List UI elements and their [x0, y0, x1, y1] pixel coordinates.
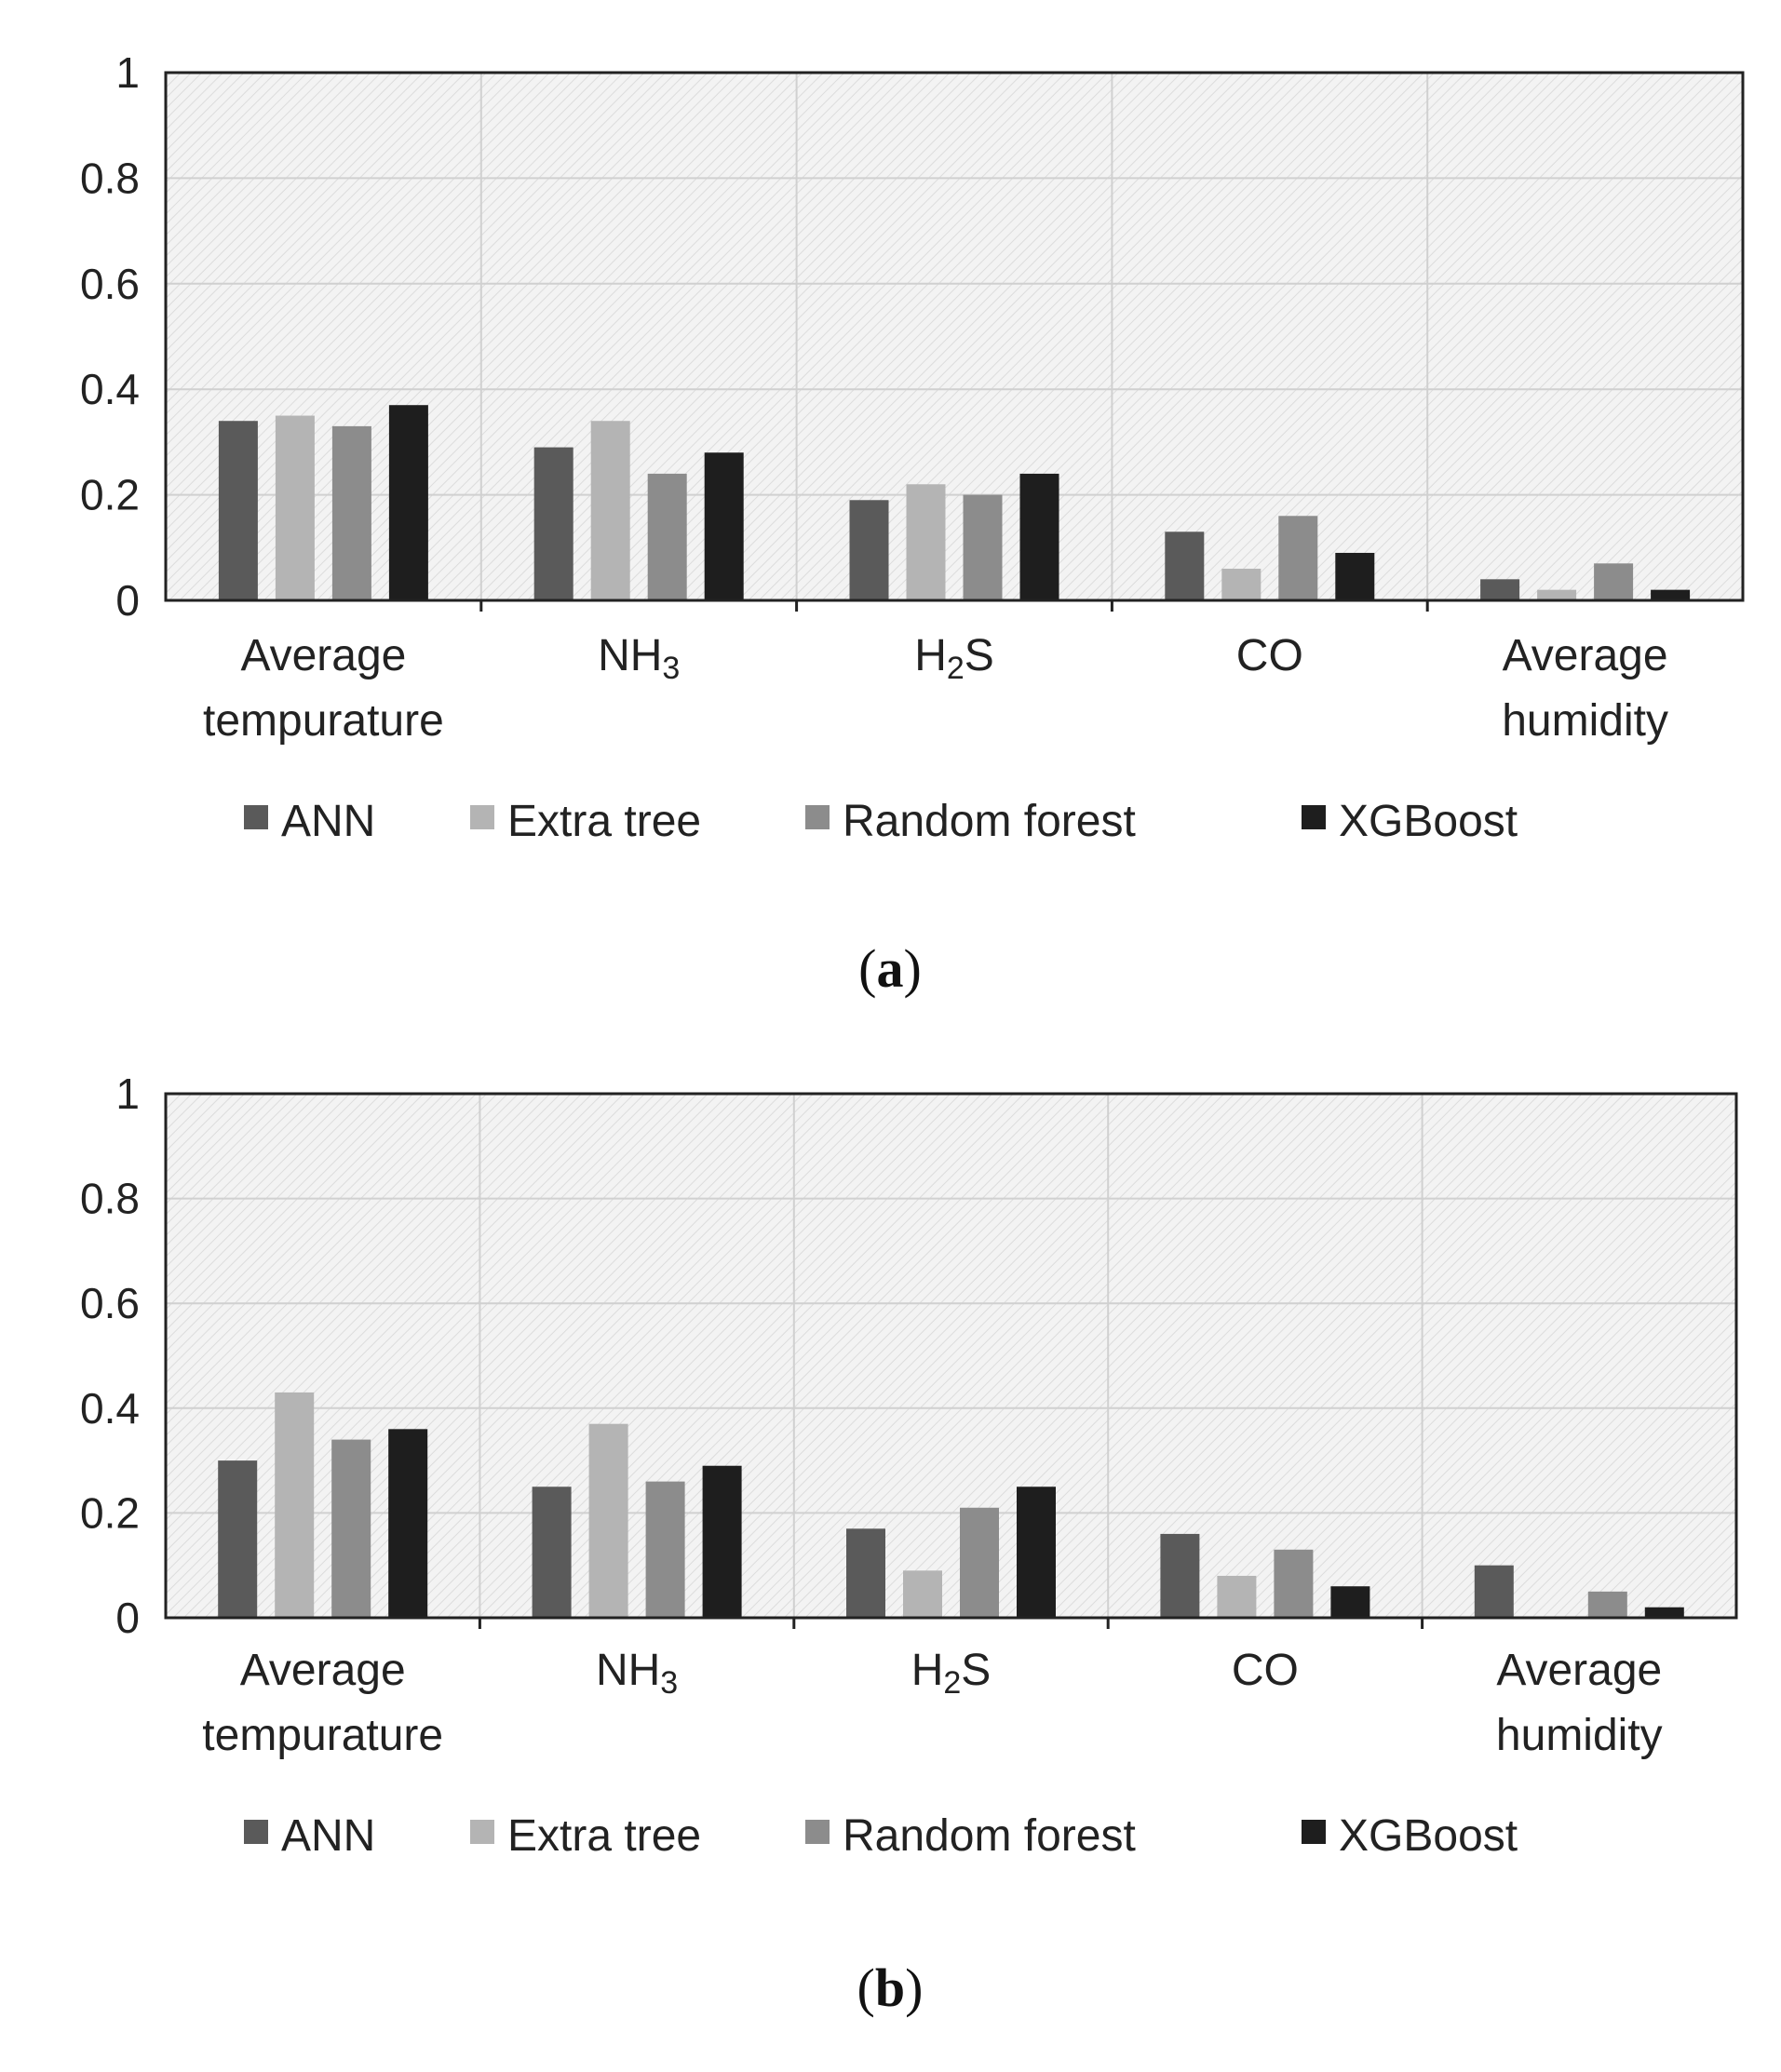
x-category-label: Average	[240, 631, 406, 680]
legend-label: Random forest	[843, 1811, 1136, 1861]
bar-xgboost-1	[702, 1465, 742, 1618]
x-category-label: humidity	[1496, 1711, 1663, 1760]
subscript: 2	[947, 651, 965, 686]
bar-xgboost-3	[1335, 552, 1375, 600]
x-category-label: tempurature	[202, 1711, 443, 1760]
panel-label: (a)	[858, 938, 922, 999]
bar-ann-3	[1165, 531, 1205, 600]
bar-random-forest-3	[1274, 1549, 1314, 1618]
bar-extra-tree-2	[903, 1570, 942, 1618]
bar-random-forest-4	[1594, 563, 1634, 600]
bar-ann-0	[218, 421, 258, 600]
y-tick-label: 0.6	[80, 260, 140, 308]
legend-label: ANN	[281, 797, 375, 846]
legend-label: XGBoost	[1339, 1811, 1518, 1861]
x-category-label: NH3	[596, 1646, 678, 1701]
bar-xgboost-0	[388, 405, 428, 600]
label-part: S	[965, 631, 994, 680]
bar-random-forest-2	[963, 494, 1003, 600]
y-tick-label: 0.8	[80, 154, 140, 202]
bar-ann-4	[1474, 1565, 1514, 1618]
chart-panel-a: 0 0.2 0.4 0.6 0.8 1 Average tempurature NH3 H2S CO…	[80, 48, 1745, 999]
x-category-label: CO	[1236, 631, 1303, 680]
bar-extra-tree-3	[1221, 568, 1262, 600]
legend-label: Extra tree	[507, 797, 701, 846]
x-category-label: H2S	[914, 631, 994, 686]
bar-extra-tree-2	[906, 484, 946, 600]
y-tick-label: 1	[115, 48, 140, 97]
bar-extra-tree-1	[588, 1423, 628, 1618]
bar-random-forest-1	[645, 1481, 685, 1618]
legend-label: XGBoost	[1339, 797, 1518, 846]
subscript: 2	[943, 1665, 961, 1701]
legend-swatch	[244, 1820, 268, 1844]
y-tick-label: 0	[115, 1594, 140, 1642]
x-category-label: CO	[1232, 1646, 1299, 1695]
y-tick-label: 0.2	[80, 471, 140, 519]
legend-label: ANN	[281, 1811, 375, 1861]
bar-extra-tree-0	[275, 1392, 315, 1618]
bar-random-forest-2	[960, 1507, 999, 1618]
bar-xgboost-4	[1651, 589, 1691, 600]
label-part: H	[911, 1646, 944, 1695]
legend-swatch	[805, 805, 830, 829]
x-category-label: humidity	[1502, 696, 1668, 746]
x-category-label: Average	[240, 1646, 406, 1695]
bar-ann-2	[849, 500, 889, 600]
bar-xgboost-2	[1017, 1487, 1056, 1618]
subscript: 3	[662, 651, 680, 686]
plot-frame	[164, 1092, 1738, 1620]
x-category-label: Average	[1503, 631, 1668, 680]
bar-ann-4	[1480, 579, 1520, 600]
bar-extra-tree-3	[1217, 1575, 1257, 1618]
y-tick-label: 0.2	[80, 1488, 140, 1537]
subscript: 3	[660, 1665, 678, 1701]
label-part: H	[914, 631, 947, 680]
label-part: S	[961, 1646, 991, 1695]
legend-swatch	[805, 1820, 830, 1844]
bar-extra-tree-4	[1537, 589, 1577, 600]
plot-frame	[164, 71, 1745, 602]
bar-ann-1	[532, 1487, 572, 1618]
bar-xgboost-3	[1330, 1586, 1370, 1618]
legend-label: Random forest	[843, 797, 1136, 846]
y-tick-label: 1	[115, 1070, 140, 1118]
y-tick-label: 0.4	[80, 1384, 140, 1433]
panel-label: (b)	[857, 1958, 924, 2018]
bar-random-forest-0	[331, 425, 371, 600]
label-part: NH	[596, 1646, 660, 1695]
legend-label: Extra tree	[507, 1811, 701, 1861]
legend-swatch	[470, 805, 494, 829]
x-category-label: NH3	[598, 631, 680, 686]
bar-ann-0	[218, 1460, 258, 1618]
bar-random-forest-0	[331, 1439, 371, 1618]
bar-random-forest-4	[1587, 1591, 1627, 1618]
y-tick-label: 0	[115, 576, 140, 625]
bar-extra-tree-0	[275, 415, 315, 600]
bar-extra-tree-1	[590, 421, 630, 600]
legend-swatch	[1302, 805, 1326, 829]
bar-random-forest-3	[1278, 516, 1318, 600]
bar-xgboost-2	[1019, 473, 1059, 600]
bar-ann-3	[1160, 1533, 1200, 1618]
legend-swatch	[470, 1820, 494, 1844]
y-tick-label: 0.6	[80, 1279, 140, 1327]
bar-ann-1	[533, 447, 573, 600]
plot-area	[166, 73, 1743, 600]
bar-random-forest-1	[647, 473, 687, 600]
bar-ann-2	[846, 1528, 885, 1618]
label-part: NH	[598, 631, 662, 680]
legend-swatch	[244, 805, 268, 829]
bar-xgboost-4	[1644, 1607, 1684, 1618]
legend-swatch	[1302, 1820, 1326, 1844]
x-category-label: tempurature	[203, 696, 444, 746]
y-tick-label: 0.8	[80, 1175, 140, 1223]
x-category-label: H2S	[911, 1646, 992, 1701]
bar-xgboost-1	[704, 452, 744, 600]
bar-xgboost-0	[388, 1429, 428, 1618]
chart-panel-b: 0 0.2 0.4 0.6 0.8 1 Average tempurature NH3 H2S CO…	[80, 1070, 1738, 2018]
y-tick-label: 0.4	[80, 365, 140, 413]
x-category-label: Average	[1496, 1646, 1662, 1695]
